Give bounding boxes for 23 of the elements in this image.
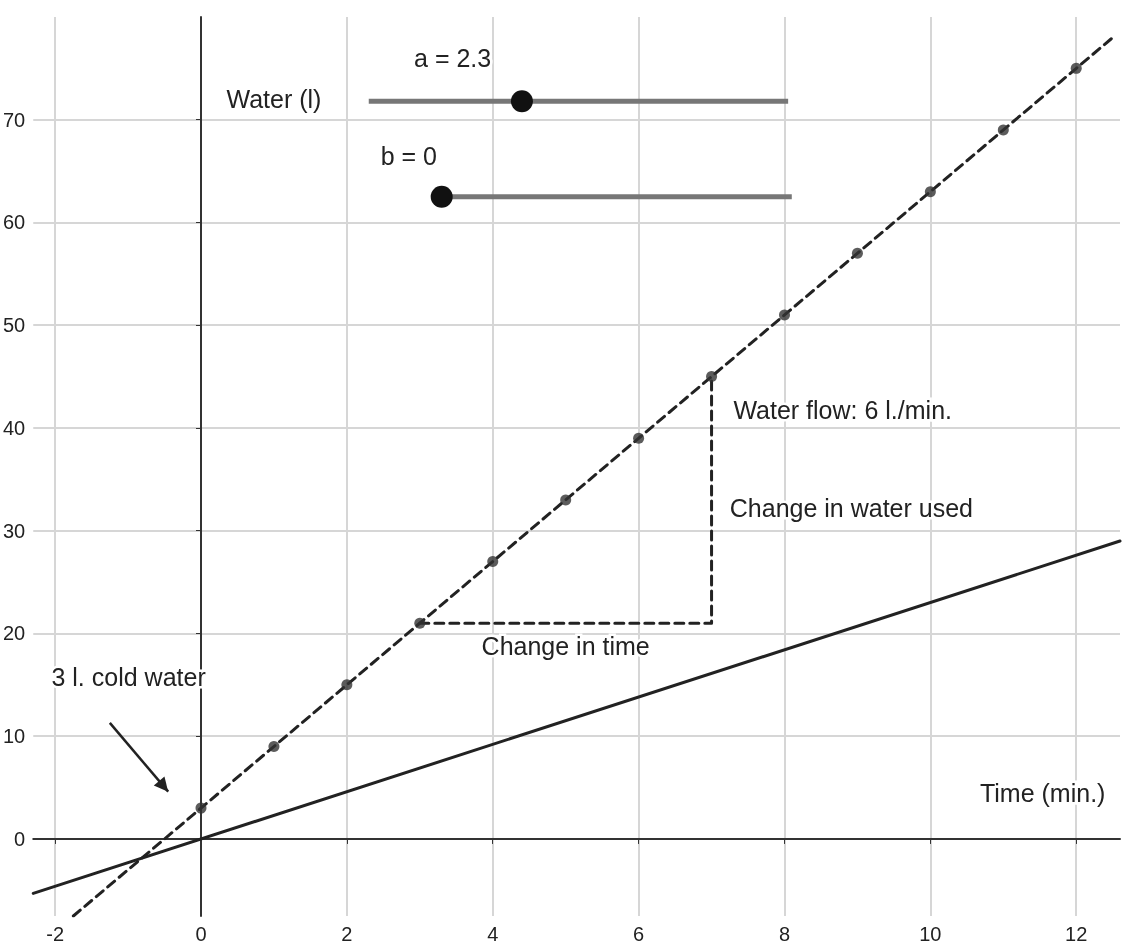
y-tick-label: 30	[3, 519, 26, 542]
x-tick-label: 8	[778, 923, 791, 944]
x-axis-title: Time (min.)	[979, 779, 1106, 808]
x-tick-label: 10	[919, 923, 942, 944]
annotation: Change in time	[481, 632, 650, 661]
y-tick-label: 60	[3, 211, 26, 234]
y-tick-label: 70	[3, 108, 26, 131]
x-tick-label: -2	[46, 923, 65, 944]
x-tick-label: 0	[195, 923, 207, 944]
y-tick-label: 50	[3, 314, 26, 337]
y-tick-label: 10	[3, 725, 26, 748]
y-tick-label: 20	[3, 622, 26, 645]
x-tick-label: 6	[633, 923, 645, 944]
x-tick-label: 2	[341, 923, 353, 944]
annotation: Change in water used	[729, 493, 974, 522]
annotation: b = 0	[380, 142, 438, 171]
y-tick-label: 0	[14, 827, 26, 850]
annotation: a = 2.3	[414, 43, 492, 72]
annotation: Water flow: 6 l./min.	[733, 396, 953, 425]
x-tick-label: 4	[487, 923, 499, 944]
y-axis-title: Water (l)	[226, 84, 322, 113]
x-tick-label: 12	[1065, 923, 1088, 944]
y-tick-label: 40	[3, 416, 26, 439]
